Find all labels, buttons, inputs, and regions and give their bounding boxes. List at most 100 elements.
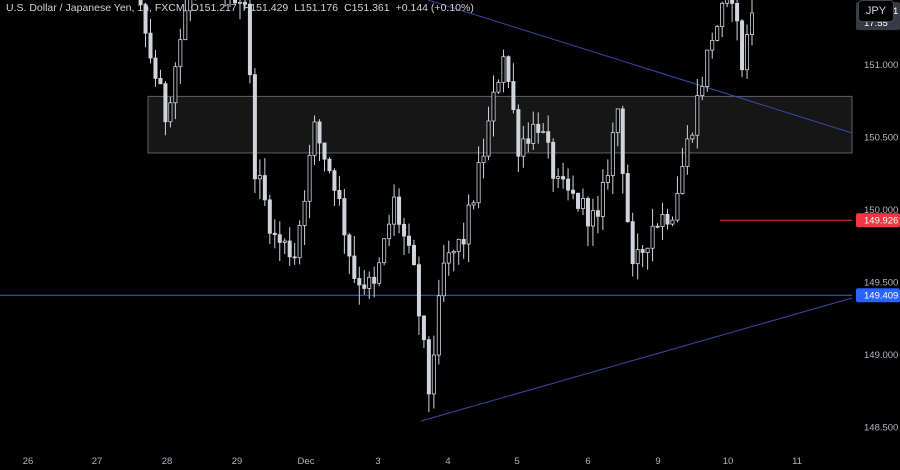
candle <box>491 75 496 137</box>
candle <box>466 194 471 263</box>
price-axis[interactable]: 153.000152.500152.000151.500151.000150.5… <box>864 0 898 434</box>
time-tick-label: 28 <box>162 456 173 467</box>
candle <box>262 158 267 207</box>
candle <box>585 196 590 246</box>
candle <box>571 175 576 200</box>
candle <box>441 244 446 303</box>
descending-trendline[interactable] <box>427 0 853 134</box>
candle <box>496 79 501 94</box>
candle <box>247 0 252 84</box>
price-tick-label: 149.500 <box>864 278 898 289</box>
candle <box>635 233 640 280</box>
candle <box>605 159 610 190</box>
candle <box>436 279 441 365</box>
candle <box>725 0 730 8</box>
candle <box>511 63 516 114</box>
price-label-box <box>856 288 900 303</box>
candle <box>576 192 581 212</box>
candle <box>655 223 660 229</box>
candle <box>700 76 705 101</box>
candle <box>526 122 531 153</box>
candle <box>282 238 287 255</box>
price-tick-label: 150.000 <box>864 205 898 216</box>
legend-open: O151.217 <box>190 2 237 14</box>
candle <box>461 222 466 259</box>
candle <box>541 123 546 134</box>
candle <box>561 162 566 189</box>
time-tick-label: 5 <box>514 456 519 467</box>
candle <box>740 19 745 77</box>
candle <box>600 169 605 230</box>
price-label-box <box>856 213 900 228</box>
candle <box>362 270 367 295</box>
price-tick-label: 148.500 <box>864 423 898 434</box>
candle <box>377 257 382 287</box>
candle <box>352 236 357 284</box>
candle <box>471 200 476 210</box>
candle <box>660 202 665 240</box>
candle <box>402 218 407 256</box>
price-tick-label: 150.500 <box>864 133 898 144</box>
currency-button[interactable]: JPY <box>858 0 894 22</box>
candle <box>337 176 342 206</box>
candle <box>397 188 402 234</box>
candle <box>292 242 297 265</box>
price-tick-label: 151.000 <box>864 60 898 71</box>
candle <box>745 24 750 79</box>
candle <box>153 49 158 87</box>
support-zone <box>147 95 853 154</box>
candle <box>387 214 392 247</box>
price-tick-label: 149.000 <box>864 350 898 361</box>
candle <box>566 168 571 201</box>
candle <box>536 112 541 144</box>
candle <box>148 18 153 64</box>
candle <box>735 0 740 41</box>
symbol-title[interactable]: U.S. Dollar / Japanese Yen, 1h, FXCM <box>6 2 185 14</box>
candle <box>229 0 231 7</box>
candle <box>312 115 317 166</box>
candle <box>297 220 302 265</box>
candle <box>158 69 163 85</box>
candle <box>620 105 625 194</box>
price-label-text: 149.926 <box>864 216 898 227</box>
candle <box>501 49 506 93</box>
legend-high: H151.429 <box>242 2 289 14</box>
candle <box>168 96 173 128</box>
ascending-trendline[interactable] <box>420 297 853 422</box>
zone-rect[interactable] <box>147 95 853 154</box>
candle <box>580 188 585 216</box>
candle <box>342 189 347 254</box>
candle <box>506 55 511 89</box>
candle <box>730 0 735 23</box>
candle <box>421 315 426 349</box>
time-tick-label: Dec <box>298 456 315 467</box>
candle <box>680 147 685 195</box>
candle <box>242 0 247 9</box>
candle <box>272 219 277 249</box>
time-tick-label: 26 <box>23 456 34 467</box>
candle <box>516 104 521 173</box>
candle <box>173 62 178 120</box>
legend-change: +0.144 (+0.10%) <box>395 2 474 14</box>
candle <box>357 266 362 305</box>
candle <box>287 227 292 266</box>
candle <box>451 249 456 272</box>
time-tick-label: 9 <box>655 456 660 467</box>
candle <box>233 0 238 5</box>
time-axis[interactable]: 26 27 28 29 Dec 3 4 5 6 9 10 11 <box>23 456 802 467</box>
legend-close: C151.361 <box>344 2 390 14</box>
candle <box>630 212 635 277</box>
symbol-legend: U.S. Dollar / Japanese Yen, 1h, FXCM O15… <box>6 2 474 14</box>
candle <box>486 106 491 161</box>
candle <box>531 111 536 150</box>
time-tick-label: 4 <box>445 456 450 467</box>
candle <box>695 78 700 149</box>
candle <box>750 0 755 46</box>
candle <box>476 146 481 209</box>
candle <box>382 238 387 266</box>
candles <box>138 0 755 413</box>
candle <box>347 233 352 275</box>
candle <box>675 176 680 223</box>
